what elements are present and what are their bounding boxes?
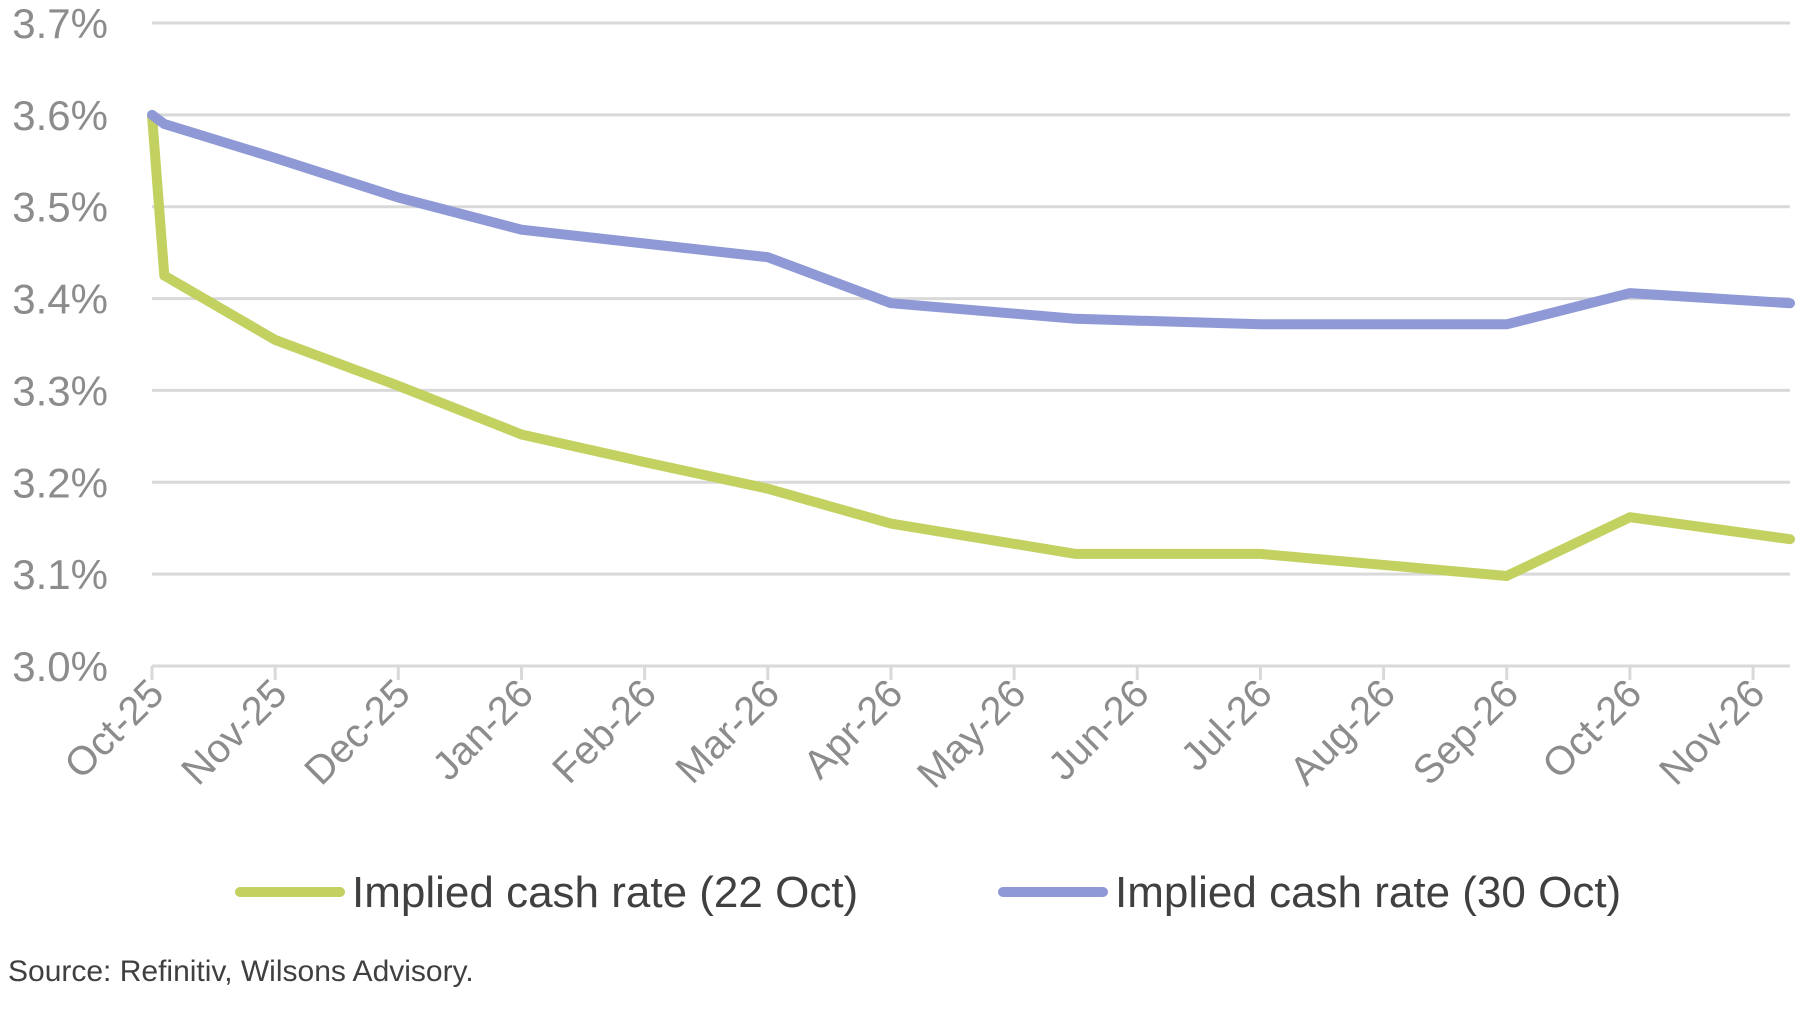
legend-label-2: Implied cash rate (30 Oct) — [1115, 868, 1621, 917]
series-line-1 — [147, 109, 1795, 581]
y-tick-label: 3.4% — [12, 276, 108, 323]
x-tick-label: Sep-26 — [1405, 671, 1527, 793]
x-tick-label: Jan-26 — [424, 671, 542, 789]
x-axis: Oct-25 Nov-25 Dec-25 Jan-26 Feb-26 Mar-26 Apr-… — [56, 664, 1790, 797]
y-tick-label: 3.0% — [12, 643, 108, 690]
source-note: Source: Refinitiv, Wilsons Advisory. — [8, 955, 474, 988]
x-tick-label: Mar-26 — [667, 671, 788, 792]
y-tick-label: 3.6% — [12, 92, 108, 139]
series-line-2 — [147, 109, 1795, 330]
x-tick-label: Apr-26 — [795, 671, 911, 787]
x-tick-label: May-26 — [909, 671, 1034, 796]
x-tick-label: Aug-26 — [1282, 671, 1404, 793]
y-tick-label: 3.5% — [12, 184, 108, 231]
y-tick-label: 3.2% — [12, 459, 108, 506]
x-tick-label: Oct-26 — [1534, 671, 1650, 787]
gridlines — [152, 21, 1790, 576]
y-tick-label: 3.3% — [12, 367, 108, 414]
series-lines — [147, 109, 1795, 581]
x-tick-label: Feb-26 — [544, 671, 665, 792]
y-tick-label: 3.1% — [12, 551, 108, 598]
legend-label-1: Implied cash rate (22 Oct) — [352, 868, 858, 917]
x-tick-label: Nov-25 — [173, 671, 295, 793]
legend: Implied cash rate (22 Oct) Implied cash r… — [235, 868, 1621, 917]
x-tick-label: Nov-26 — [1651, 671, 1773, 793]
y-axis-ticks: 3.0% 3.1% 3.2% 3.3% 3.4% 3.5% 3.6% 3.7% — [12, 0, 108, 690]
x-tick-label: Jul-26 — [1173, 671, 1281, 779]
x-tick-label: Jun-26 — [1040, 671, 1158, 789]
y-tick-label: 3.7% — [12, 0, 108, 47]
x-tick-label: Dec-25 — [296, 671, 418, 793]
